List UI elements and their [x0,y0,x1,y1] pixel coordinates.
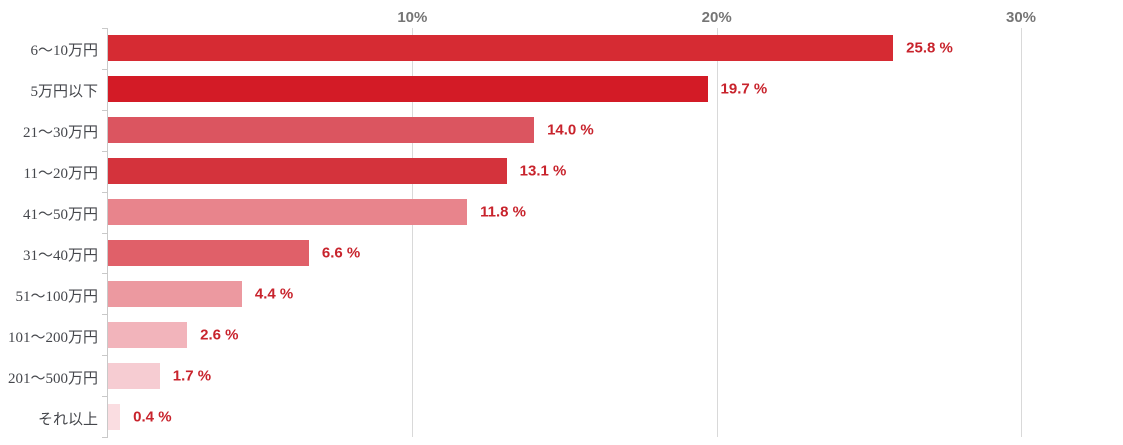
bar-row: 19.7 % [108,69,1021,110]
x-axis-tick-label: 20% [701,9,732,26]
category-label: 51〜100万円 [15,288,98,305]
bar-value-label: 6.6 % [321,244,361,262]
category-label: 6〜10万円 [30,43,98,60]
x-axis-tick-label: 30% [1005,9,1037,26]
bar [108,321,188,348]
bar-value-label: 0.4 % [133,408,172,426]
y-axis-tick [102,232,108,234]
bar-row: 4.4 % [108,273,1021,314]
plot-area: 25.8 % 19.7 % 14.0 % 13.1 % 11.8 % 6.6 % 4.4 %… [102,28,1022,438]
bar-row: 2.6 % [108,314,1021,355]
bar-value-label: 25.8 % [906,39,953,57]
y-axis-tick [102,355,108,357]
bar-value-label: 1.7 % [172,367,212,385]
x-axis-tick-label: 10% [397,9,428,26]
bar-value-label: 4.4 % [254,285,294,303]
bar [108,76,708,103]
category-label: 201〜500万円 [7,370,98,387]
y-axis-tick [102,314,108,316]
y-axis-tick [102,273,108,275]
bar [108,239,309,266]
bar-value-label: 13.1 % [519,162,567,180]
category-label: 101〜200万円 [7,329,98,346]
gridline [1021,28,1022,437]
y-axis-tick [102,396,108,398]
bar-value-label: 11.8 % [480,203,526,221]
bar-value-label: 19.7 % [720,80,768,98]
bar-row: 14.0 % [108,110,1021,151]
bar [108,199,468,226]
bar [108,117,535,144]
gridline [716,28,718,437]
bar-value-label: 2.6 % [200,326,239,344]
bar [108,280,242,307]
y-axis-tick [102,191,108,193]
y-axis-tick [102,437,108,438]
bar [108,403,121,430]
bar-row: 11.8 % [108,192,1021,233]
y-axis-tick [102,109,108,111]
bar [108,362,160,389]
category-label: 5万円以下 [30,84,98,101]
y-axis-tick [102,68,108,70]
bar [108,35,894,62]
bar-row: 6.6 % [108,233,1021,274]
bar-row: 1.7 % [108,355,1021,396]
bar-row: 0.4 % [108,396,1021,437]
category-label: 41〜50万円 [22,207,98,224]
category-label: 21〜30万円 [22,125,98,142]
bar-value-label: 14.0 % [547,121,594,139]
category-label: 31〜40万円 [22,247,98,264]
category-label: それ以上 [37,411,98,428]
y-axis-tick [102,150,108,152]
category-label: 11〜20万円 [23,166,98,183]
bar-row: 13.1 % [108,151,1021,192]
bar-row: 25.8 % [108,28,1021,69]
bar [108,158,507,185]
y-axis-tick [102,28,108,29]
gridline [412,28,414,437]
